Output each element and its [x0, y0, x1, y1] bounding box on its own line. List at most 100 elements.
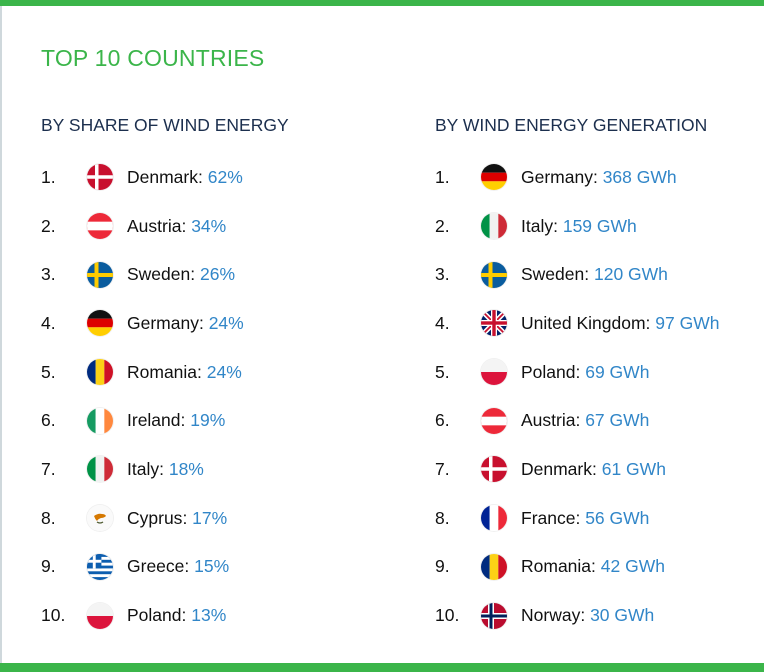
country-value: 19% [190, 410, 226, 431]
list-item: 2. Italy: 159 GWh [435, 202, 707, 251]
country-name: France [521, 507, 576, 528]
country-name: Denmark [127, 166, 198, 187]
country-name: United Kingdom [521, 312, 646, 333]
rank-number: 7. [41, 458, 56, 479]
country-name: Italy [521, 215, 554, 236]
separator: : [181, 215, 192, 236]
list-item: 10. Norway: 30 GWh [435, 591, 707, 640]
country-name: Poland [127, 605, 182, 626]
list-item: 4. Germany: 24% [41, 299, 289, 348]
rank-number: 7. [435, 458, 450, 479]
rank-number: 5. [435, 361, 450, 382]
entry-poland: Poland: 13% [127, 605, 226, 626]
country-value: 159 GWh [562, 215, 637, 236]
poland-flag-icon [481, 359, 507, 386]
page-title: TOP 10 COUNTRIES [41, 45, 265, 71]
separator: : [575, 507, 586, 528]
entry-poland: Poland: 69 GWh [521, 362, 649, 383]
entry-denmark: Denmark: 61 GWh [521, 459, 666, 480]
generation-column: BY WIND ENERGY GENERATION 1. Germany: 368… [435, 115, 719, 640]
list-item: 5. Romania: 24% [41, 348, 289, 397]
country-value: 30 GWh [590, 605, 655, 626]
rank-number: 1. [41, 166, 56, 187]
country-name: Romania [127, 361, 198, 382]
country-value: 368 GWh [602, 166, 677, 187]
rank-number: 8. [41, 507, 56, 528]
rank-number: 6. [435, 410, 450, 431]
country-name: Greece [127, 556, 185, 577]
country-name: Austria [127, 215, 182, 236]
list-item: 10. Poland: 13% [41, 591, 289, 640]
list-item: 1. Germany: 368 GWh [435, 153, 707, 202]
left-border [0, 6, 2, 663]
list-item: 5. Poland: 69 GWh [435, 348, 707, 397]
country-name: Sweden [521, 264, 585, 285]
list-item: 6. Austria: 67 GWh [435, 396, 707, 445]
greece-flag-icon [87, 553, 113, 580]
bottom-accent-bar [0, 663, 764, 672]
denmark-flag-icon [87, 164, 113, 191]
rank-number: 2. [41, 215, 56, 236]
country-value: 34% [191, 215, 227, 236]
entry-austria: Austria: 34% [127, 216, 226, 237]
sweden-flag-icon [481, 261, 507, 288]
country-name: Ireland [127, 410, 181, 431]
denmark-flag-icon [481, 456, 507, 483]
entry-italy: Italy: 159 GWh [521, 216, 637, 237]
entry-romania: Romania: 24% [127, 362, 242, 383]
rank-number: 4. [435, 312, 450, 333]
rank-number: 1. [435, 166, 450, 187]
rank-number: 6. [41, 410, 56, 431]
italy-flag-icon [481, 213, 507, 240]
sweden-flag-icon [87, 261, 113, 288]
entry-ireland: Ireland: 19% [127, 410, 225, 431]
rank-number: 5. [41, 361, 56, 382]
country-value: 61 GWh [601, 458, 666, 479]
separator: : [198, 312, 209, 333]
romania-flag-icon [481, 553, 507, 580]
entry-norway: Norway: 30 GWh [521, 605, 654, 626]
separator: : [190, 264, 200, 285]
country-name: Austria [521, 410, 576, 431]
country-name: Cyprus [127, 507, 183, 528]
italy-flag-icon [87, 456, 113, 483]
share-column-heading: BY SHARE OF WIND ENERGY [41, 115, 289, 135]
separator: : [575, 361, 586, 382]
cyprus-flag-icon [87, 505, 113, 532]
france-flag-icon [481, 505, 507, 532]
country-value: 62% [207, 166, 243, 187]
entry-denmark: Denmark: 62% [127, 167, 243, 188]
share-list: 1. Denmark: 62% 2. Austria: 34% 3. Sweden: 26… [41, 153, 289, 640]
list-item: 8. Cyprus: 17% [41, 494, 289, 543]
list-item: 7. Denmark: 61 GWh [435, 445, 707, 494]
top-accent-bar [0, 0, 764, 6]
country-name: Germany [127, 312, 199, 333]
list-item: 1. Denmark: 62% [41, 153, 289, 202]
country-name: Italy [127, 458, 160, 479]
list-item: 7. Italy: 18% [41, 445, 289, 494]
romania-flag-icon [87, 359, 113, 386]
country-name: Poland [521, 361, 576, 382]
separator: : [159, 458, 169, 479]
separator: : [553, 215, 563, 236]
entry-germany: Germany: 24% [127, 313, 244, 334]
germany-flag-icon [87, 310, 113, 337]
separator: : [591, 556, 601, 577]
separator: : [182, 507, 193, 528]
list-item: 6. Ireland: 19% [41, 396, 289, 445]
share-column: BY SHARE OF WIND ENERGY 1. Denmark: 62% 2.… [41, 115, 289, 640]
separator: : [645, 312, 656, 333]
separator: : [580, 605, 591, 626]
country-value: 42 GWh [600, 556, 665, 577]
entry-sweden: Sweden: 26% [127, 264, 235, 285]
entry-italy: Italy: 18% [127, 459, 204, 480]
country-value: 15% [194, 556, 230, 577]
separator: : [592, 166, 603, 187]
country-value: 24% [208, 312, 244, 333]
country-value: 13% [191, 605, 227, 626]
norway-flag-icon [481, 602, 507, 629]
list-item: 3. Sweden: 26% [41, 250, 289, 299]
country-value: 26% [199, 264, 236, 285]
country-value: 24% [206, 361, 242, 382]
entry-france: France: 56 GWh [521, 508, 649, 529]
